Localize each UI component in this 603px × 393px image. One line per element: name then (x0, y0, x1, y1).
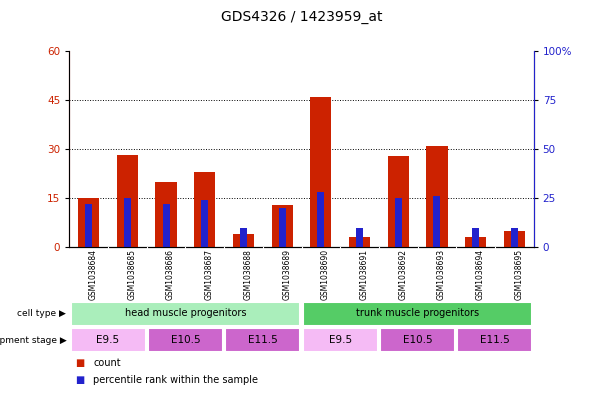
Text: trunk muscle progenitors: trunk muscle progenitors (356, 308, 479, 318)
Text: ■: ■ (75, 358, 84, 367)
Bar (356, 228, 363, 247)
Bar (511, 228, 518, 247)
Bar (504, 231, 525, 247)
Text: GSM1038686: GSM1038686 (166, 249, 175, 300)
Bar (388, 156, 409, 247)
Bar (226, 328, 300, 353)
Text: GSM1038689: GSM1038689 (282, 249, 291, 300)
Text: E9.5: E9.5 (329, 335, 352, 345)
Bar (380, 328, 455, 353)
Bar (71, 301, 300, 326)
Bar (458, 328, 532, 353)
Bar (194, 172, 215, 247)
Text: GSM1038688: GSM1038688 (244, 249, 253, 300)
Text: GSM1038690: GSM1038690 (321, 249, 330, 300)
Bar (317, 192, 324, 247)
Text: percentile rank within the sample: percentile rank within the sample (93, 375, 259, 385)
Text: GDS4326 / 1423959_at: GDS4326 / 1423959_at (221, 10, 382, 24)
Text: GSM1038694: GSM1038694 (476, 249, 485, 300)
Text: E10.5: E10.5 (171, 335, 200, 345)
Bar (303, 328, 377, 353)
Bar (472, 228, 479, 247)
Bar (78, 198, 99, 247)
Bar (117, 155, 138, 247)
Bar (395, 198, 402, 247)
Text: E11.5: E11.5 (480, 335, 510, 345)
Bar (85, 204, 92, 247)
Bar (233, 234, 254, 247)
Bar (434, 196, 440, 247)
Bar (71, 328, 145, 353)
Text: GSM1038691: GSM1038691 (359, 249, 368, 300)
Text: GSM1038692: GSM1038692 (398, 249, 407, 300)
Bar (124, 198, 131, 247)
Bar (201, 200, 208, 247)
Text: ■: ■ (75, 375, 84, 385)
Text: GSM1038695: GSM1038695 (514, 249, 523, 300)
Bar (465, 237, 486, 247)
Bar (349, 237, 370, 247)
Text: head muscle progenitors: head muscle progenitors (125, 308, 246, 318)
Bar (148, 328, 223, 353)
Bar (163, 204, 169, 247)
Text: cell type ▶: cell type ▶ (17, 309, 66, 318)
Text: E9.5: E9.5 (96, 335, 119, 345)
Text: GSM1038685: GSM1038685 (127, 249, 136, 300)
Bar (240, 228, 247, 247)
Bar (303, 301, 532, 326)
Text: E10.5: E10.5 (403, 335, 432, 345)
Text: development stage ▶: development stage ▶ (0, 336, 66, 345)
Bar (156, 182, 177, 247)
Bar (310, 97, 332, 247)
Text: GSM1038693: GSM1038693 (437, 249, 446, 300)
Bar (426, 146, 447, 247)
Text: E11.5: E11.5 (248, 335, 278, 345)
Bar (271, 205, 293, 247)
Text: count: count (93, 358, 121, 367)
Text: GSM1038687: GSM1038687 (205, 249, 214, 300)
Bar (279, 208, 286, 247)
Text: GSM1038684: GSM1038684 (89, 249, 98, 300)
